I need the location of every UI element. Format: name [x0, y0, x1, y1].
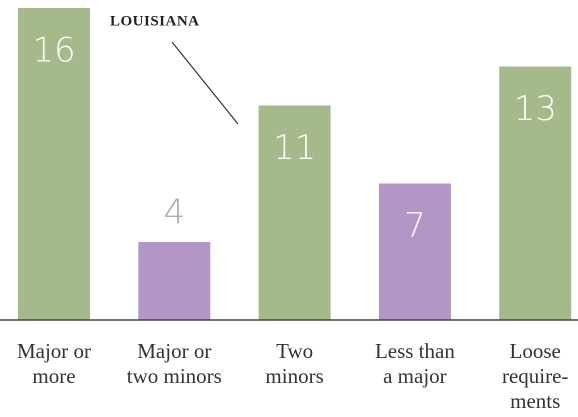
- bar: [138, 242, 211, 320]
- x-tick-label: Major or: [17, 339, 91, 363]
- value-label: 16: [32, 31, 75, 71]
- value-label: 13: [514, 89, 557, 129]
- x-tick-label: Loose: [510, 339, 561, 363]
- x-tick-label: more: [32, 364, 75, 388]
- x-tick-label: minors: [265, 364, 323, 388]
- x-tick-label: Two: [276, 339, 313, 363]
- bar: [18, 8, 90, 320]
- value-label: 7: [404, 206, 426, 246]
- x-tick-label: a major: [383, 364, 447, 388]
- value-label: 4: [163, 193, 185, 233]
- bar: [378, 183, 451, 320]
- x-tick-label: ments: [510, 389, 560, 413]
- x-tick-label: Major or: [137, 339, 211, 363]
- bar: [258, 105, 331, 320]
- x-tick-label: Less than: [375, 339, 455, 363]
- value-label: 11: [273, 128, 316, 168]
- annotation: LOUISIANA: [110, 13, 200, 29]
- x-tick-label: two minors: [127, 364, 222, 388]
- bar: [499, 66, 572, 320]
- annotation-line: [171, 41, 239, 125]
- x-tick-label: require-: [502, 364, 568, 388]
